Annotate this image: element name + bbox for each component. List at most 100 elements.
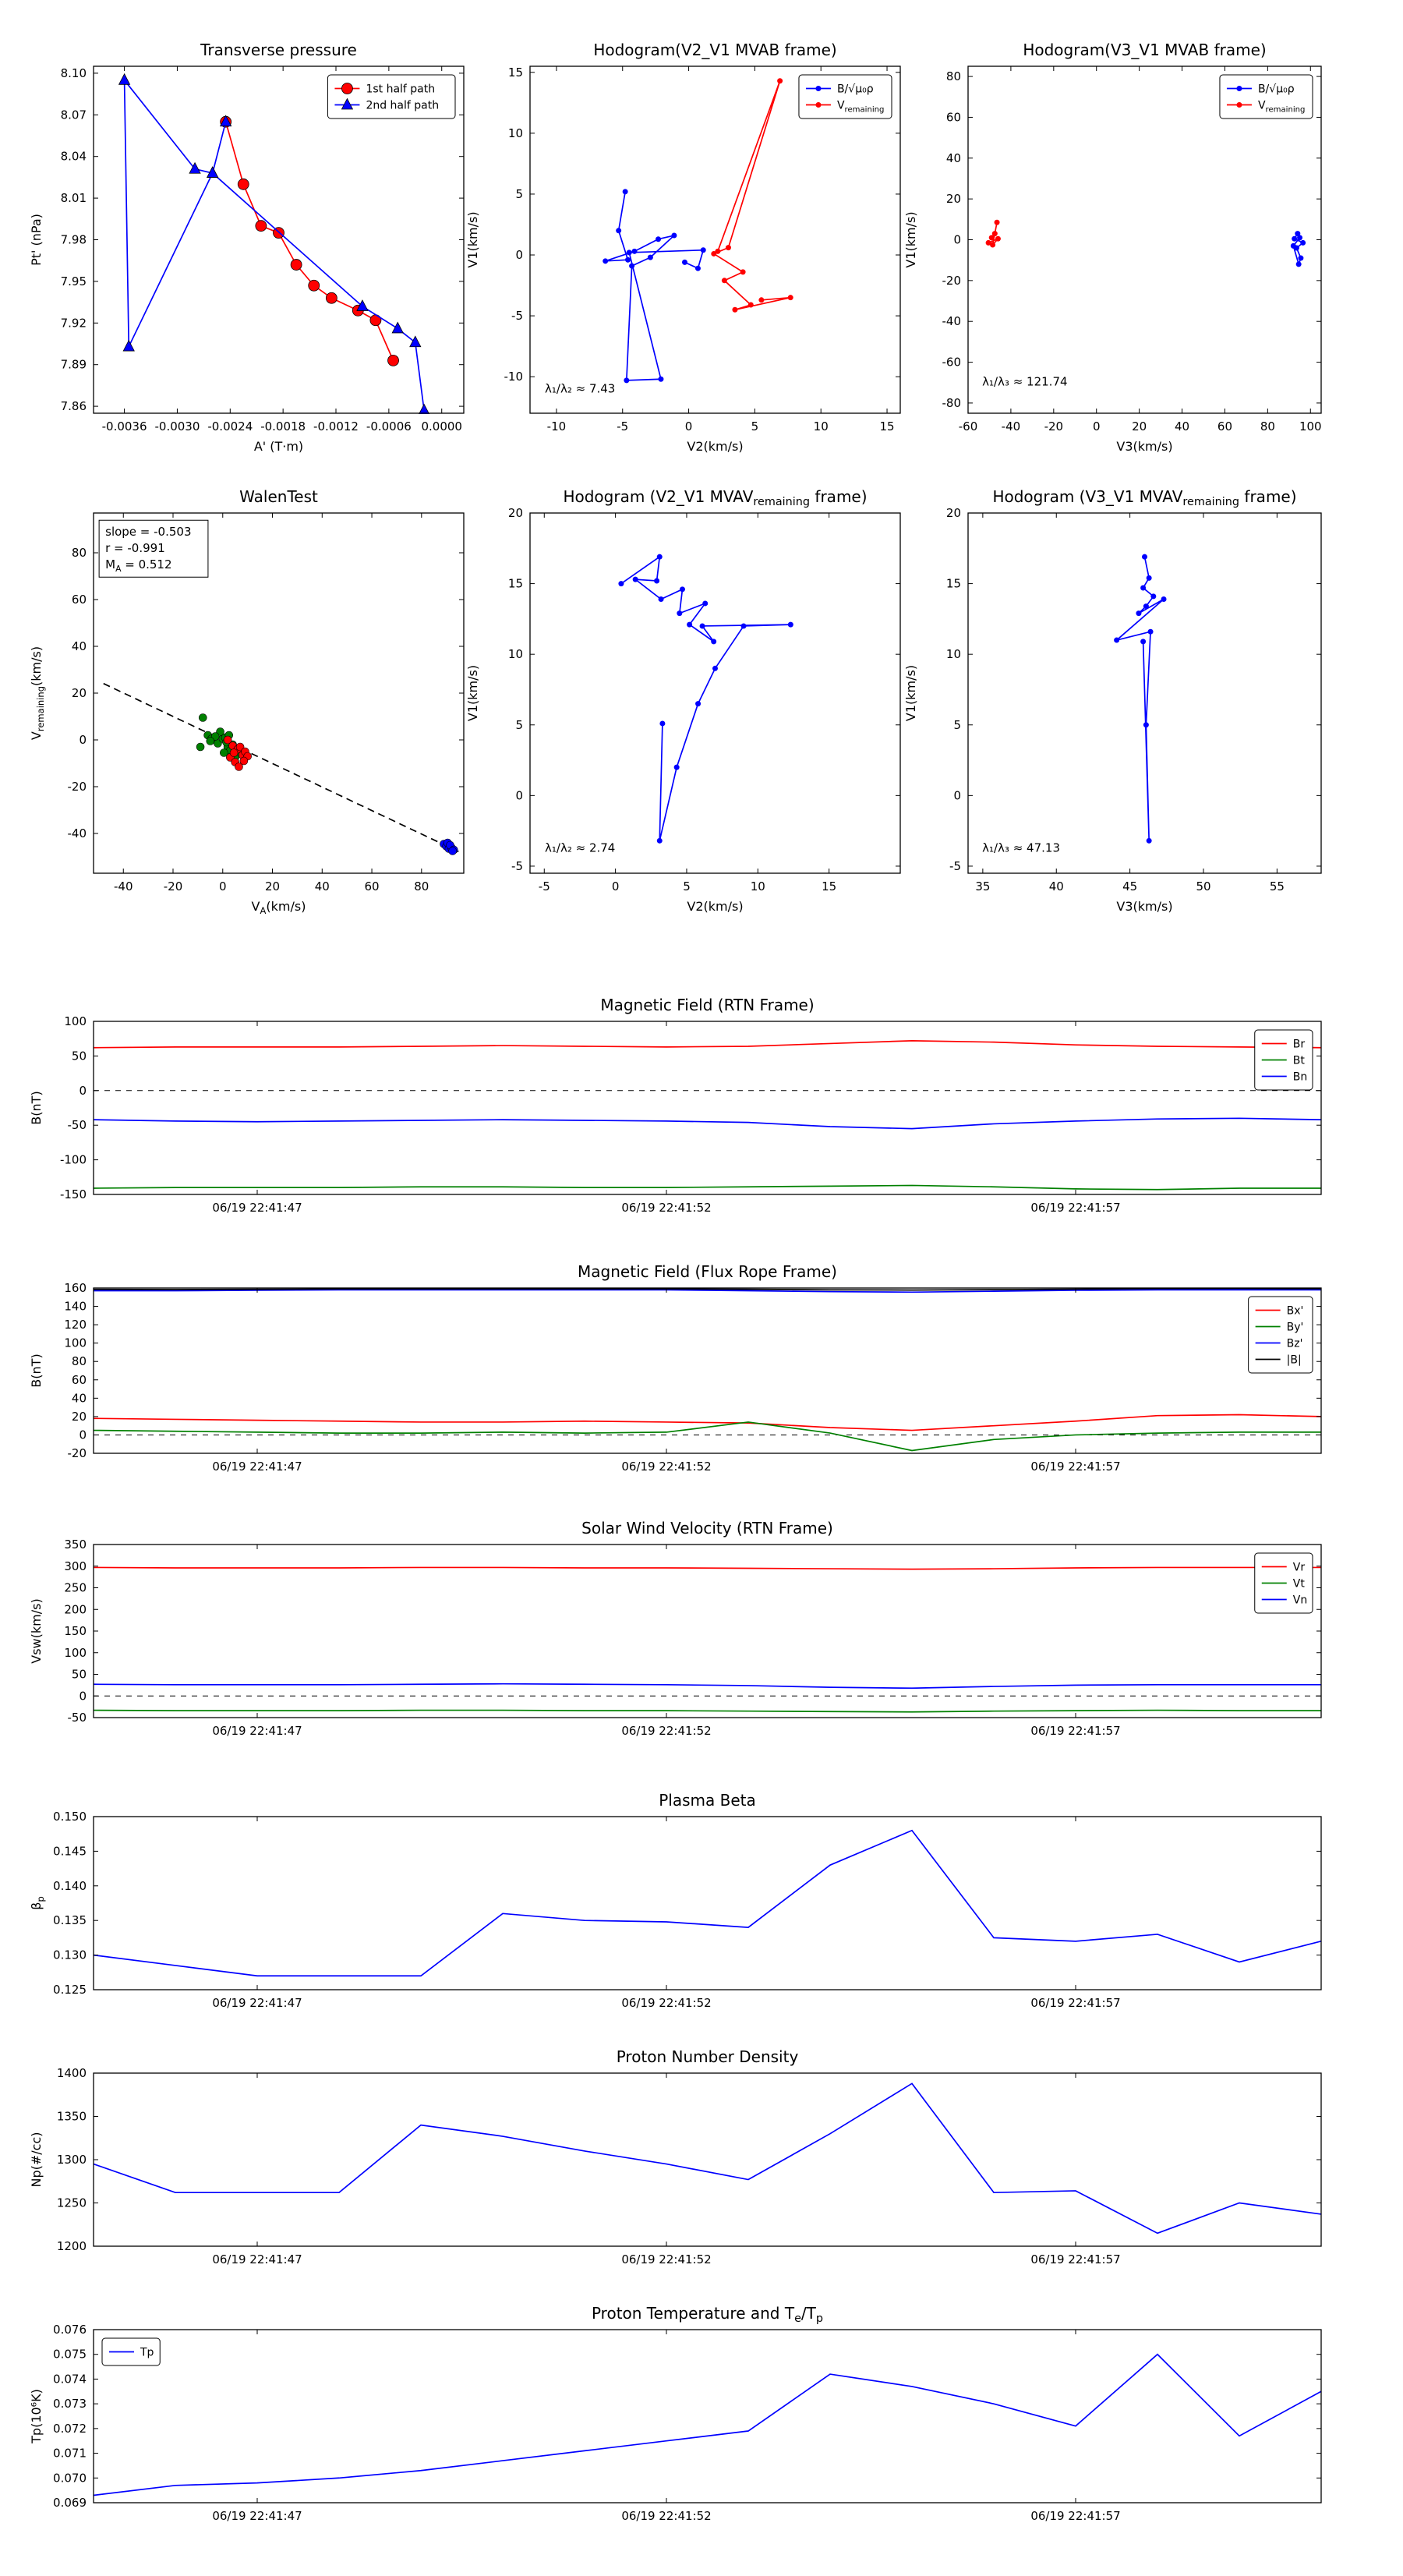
y-tick-label: 20 (72, 686, 87, 700)
series-Bz' (94, 1289, 1321, 1293)
marker-scatter (235, 763, 243, 771)
marker-dot (1146, 575, 1152, 581)
series-Bn (93, 1117, 1322, 1130)
series-layer (118, 73, 430, 414)
marker-dot (677, 610, 683, 617)
marker-dot (656, 554, 663, 560)
y-tick-label: 50 (72, 1049, 87, 1063)
marker-dot (740, 269, 746, 275)
legend: 1st half path 2nd half path (327, 74, 456, 119)
chart-title: Plasma Beta (659, 1791, 756, 1810)
x-tick-label: 06/19 22:41:47 (212, 1724, 302, 1738)
y-tick-label: 80 (72, 1354, 87, 1368)
series-Bx' (93, 1414, 1322, 1431)
x-tick-label: -10 (547, 419, 567, 433)
marker-triangle (219, 115, 232, 127)
y-tick-label: 50 (72, 1668, 87, 1682)
marker-dot (618, 581, 624, 587)
marker-dot (758, 297, 765, 303)
x-tick-label: -0.0012 (313, 419, 359, 433)
info-box-frame (98, 519, 209, 578)
y-tick-label: -5 (511, 309, 523, 323)
y-tick-label: 140 (64, 1300, 87, 1314)
series-layer (93, 2353, 1322, 2496)
chart-title: Solar Wind Velocity (RTN Frame) (581, 1519, 833, 1537)
legend-label: Vn (1293, 1594, 1307, 1607)
y-axis-label: Vremaining(km/s) (29, 646, 46, 740)
y-tick-label: 0.069 (53, 2496, 87, 2510)
marker-dot (1300, 239, 1306, 246)
marker-dot (622, 189, 628, 195)
series-Np (93, 2082, 1322, 2235)
plot-background (94, 1288, 1321, 1453)
series-Vn (93, 1683, 1321, 1690)
y-tick-label: -20 (68, 1446, 87, 1460)
y-tick-label: -5 (511, 859, 523, 873)
y-tick-label: 0.074 (53, 2372, 87, 2386)
legend-label: Tp (140, 2347, 154, 2359)
x-tick-label: 06/19 22:41:57 (1030, 1460, 1120, 1474)
marker-dot (658, 596, 664, 603)
marker-scatter (223, 735, 232, 745)
marker-dot (1295, 261, 1302, 267)
y-tick-label: 0 (953, 233, 961, 247)
y-tick-label: 0.076 (53, 2323, 87, 2337)
legend: Vr Vt Vn (1254, 1552, 1313, 1614)
marker-dot (1295, 231, 1301, 237)
plot-frame (529, 512, 901, 874)
y-axis-label: Vsw(km/s) (29, 1598, 44, 1663)
y-tick-label: 40 (946, 151, 961, 165)
x-tick-label: -40 (114, 879, 133, 893)
legend-label: Vt (1293, 1578, 1306, 1591)
y-tick-label: 80 (72, 546, 87, 560)
marker-circle (290, 259, 302, 271)
subplot-hodogram-v3v1-mvab: -60 -40 -20 0 20 40 60 80 100 -80 -60 -40 -20 0 20 40 60… (903, 41, 1322, 454)
y-tick-label: -20 (68, 780, 87, 794)
marker-triangle (207, 166, 219, 178)
y-tick-label: -150 (60, 1187, 87, 1201)
marker-dot (740, 623, 747, 629)
series-Tp (93, 2353, 1322, 2496)
markers-B/√μ₀ρ (603, 189, 706, 384)
chart-title: Proton Temperature and Te/Tp (592, 2304, 823, 2325)
y-tick-label: 0.071 (53, 2447, 87, 2461)
marker-dot (695, 701, 702, 707)
series-Vt (93, 1709, 1321, 1713)
marker-dot (1297, 235, 1303, 241)
y-tick-label: 7.92 (61, 316, 87, 330)
plot-frame (529, 65, 901, 414)
marker-dot (616, 228, 622, 234)
x-tick-label: 40 (315, 879, 330, 893)
y-tick-label: 0 (515, 788, 523, 802)
series-By' (93, 1421, 1321, 1452)
chart-title: Magnetic Field (RTN Frame) (600, 996, 814, 1014)
y-axis-label: Pt' (nPa) (29, 214, 44, 266)
marker-dot (725, 245, 731, 251)
marker-dot (1143, 722, 1149, 728)
legend: Tp (101, 2337, 161, 2366)
x-tick-label: -5 (617, 419, 628, 433)
plot-frame (93, 1287, 1322, 1454)
marker-dot (1136, 610, 1142, 617)
y-tick-label: 250 (64, 1581, 87, 1595)
y-axis-label: V1(km/s) (903, 665, 918, 721)
y-tick-label: 5 (515, 718, 523, 732)
x-tick-label: 0 (1093, 419, 1101, 433)
x-tick-label: 20 (265, 879, 280, 893)
series-layer (985, 219, 1306, 267)
x-tick-label: 06/19 22:41:47 (212, 2509, 302, 2523)
legend-label: Vr (1293, 1562, 1306, 1574)
marker-dot (1140, 585, 1147, 591)
y-tick-label: 5 (515, 187, 523, 201)
x-tick-label: 60 (365, 879, 380, 893)
y-tick-label: 0.075 (53, 2348, 87, 2362)
y-tick-label: 20 (946, 192, 961, 206)
x-tick-label: 35 (975, 879, 990, 893)
x-tick-label: 06/19 22:41:52 (621, 1996, 711, 2010)
y-tick-label: 5 (953, 718, 961, 732)
chart-title: Hodogram(V3_V1 MVAB frame) (1023, 41, 1266, 59)
y-tick-label: 0 (953, 788, 961, 802)
y-tick-label: 100 (64, 1646, 87, 1660)
marker-triangle (122, 339, 135, 352)
y-axis-label: B(nT) (29, 1091, 44, 1124)
